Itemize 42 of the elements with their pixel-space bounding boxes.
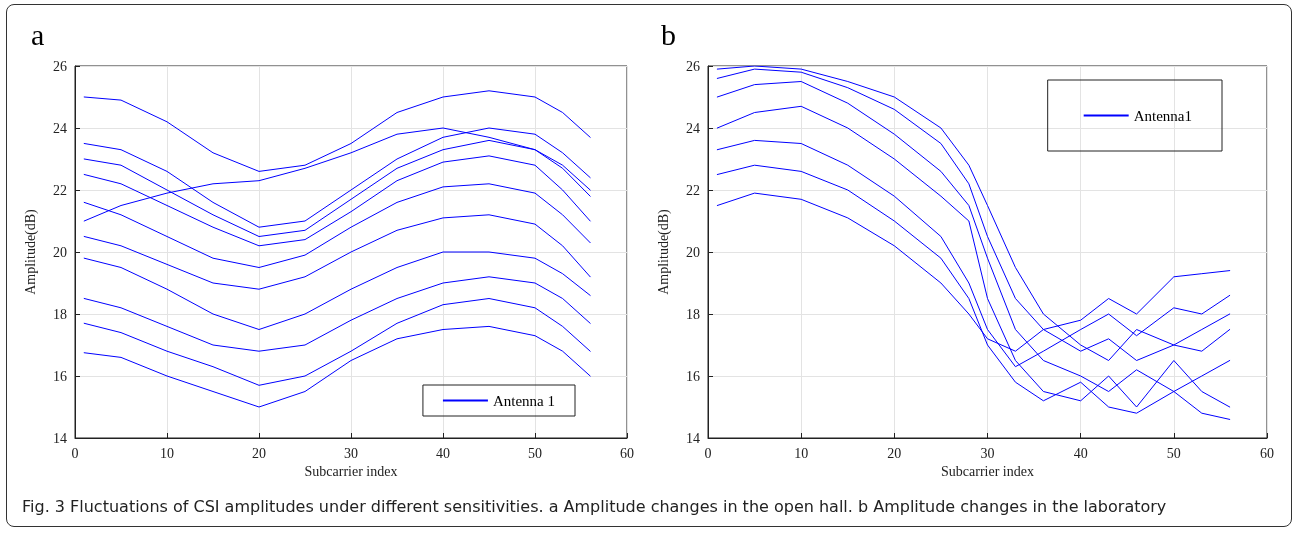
line-series: [83, 276, 591, 352]
x-tick-label: 50: [528, 445, 542, 461]
y-tick-label: 18: [686, 306, 700, 322]
line-series: [83, 325, 591, 408]
y-tick-label: 24: [686, 120, 700, 136]
line-series: [83, 298, 591, 386]
y-tick-label: 26: [686, 58, 700, 74]
x-tick-label: 40: [1073, 445, 1088, 461]
x-tick-label: 0: [71, 445, 79, 461]
x-tick-label: 60: [1260, 445, 1274, 461]
chart-title: b: [661, 17, 676, 51]
x-tick-label: 40: [436, 445, 450, 461]
x-tick-label: 10: [794, 445, 809, 461]
y-tick-label: 20: [53, 244, 67, 260]
x-tick-label: 20: [252, 445, 266, 461]
y-tick-label: 18: [53, 306, 67, 322]
line-series: [83, 251, 591, 330]
y-tick-label: 26: [53, 58, 67, 74]
y-tick-label: 14: [686, 430, 700, 446]
y-tick-label: 14: [53, 430, 67, 446]
x-tick-label: 20: [887, 445, 902, 461]
chart-title: a: [31, 17, 45, 51]
x-tick-label: 0: [704, 445, 712, 461]
y-tick-label: 24: [53, 120, 67, 136]
x-axis-title: Subcarrier index: [941, 464, 1034, 480]
y-tick-label: 16: [686, 368, 700, 384]
caption: Fig. 3 Fluctuations of CSI amplitudes under different sensitivities. a Amplitude changes in the open hall. b Amplitude changes in the laboratory: [22, 497, 1168, 516]
x-tick-label: 10: [160, 445, 174, 461]
x-tick-label: 30: [980, 445, 995, 461]
x-tick-label: 30: [344, 445, 358, 461]
legend-label: Antenna 1: [492, 392, 556, 409]
y-tick-label: 16: [53, 368, 67, 384]
y-tick-label: 22: [686, 182, 700, 198]
y-axis-title: Amplitude(dB): [22, 208, 39, 295]
legend-label: Antenna1: [1133, 107, 1193, 124]
y-tick-label: 22: [53, 182, 67, 198]
line-series: [83, 214, 591, 290]
y-axis-title: Amplitude(dB): [655, 208, 672, 295]
x-axis-title: Subcarrier index: [304, 464, 398, 480]
x-tick-label: 60: [620, 445, 634, 461]
x-tick-label: 50: [1166, 445, 1181, 461]
y-tick-label: 20: [686, 244, 700, 260]
